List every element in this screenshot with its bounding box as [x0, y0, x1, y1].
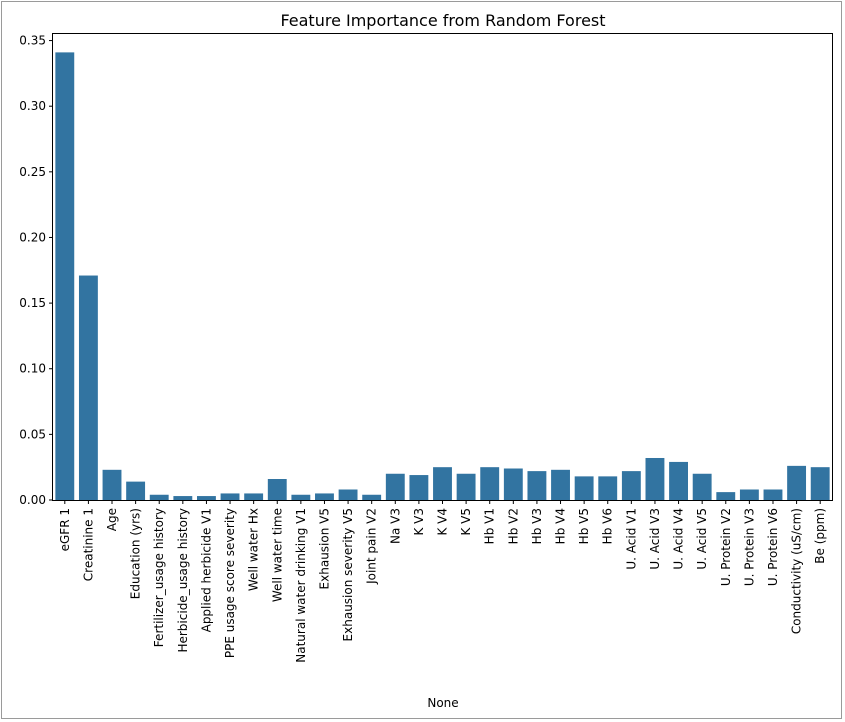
- x-tick-label: K V5: [459, 508, 473, 536]
- y-tick-label: 0.20: [19, 230, 46, 244]
- bar: [456, 473, 476, 500]
- bar: [338, 489, 358, 500]
- x-tick-label: Hb V4: [554, 508, 568, 544]
- x-tick-label: Exhausion V5: [317, 508, 331, 589]
- bar: [220, 493, 240, 500]
- x-tick-label: Hb V6: [601, 508, 615, 544]
- y-tick-label: 0.00: [19, 493, 46, 507]
- bar: [173, 496, 193, 500]
- x-tick-label: U. Protein V2: [719, 508, 733, 586]
- bar: [197, 496, 216, 500]
- x-tick-label: K V3: [412, 508, 426, 536]
- bar: [787, 465, 807, 500]
- y-axis: 0.00 0.05 0.10 0.15 0.20 0.25 0.30 0.35: [19, 34, 53, 507]
- bar: [385, 473, 405, 500]
- x-tick-label: Conductivity (uS/cm): [790, 508, 804, 634]
- y-tick-label: 0.25: [19, 165, 46, 179]
- bar: [692, 473, 712, 500]
- x-tick-label: Natural water drinking V1: [294, 508, 308, 663]
- bar: [574, 476, 594, 500]
- bar: [126, 481, 146, 500]
- bar: [716, 492, 736, 500]
- x-tick-label: Fertilizer_usage history: [152, 508, 166, 647]
- bar: [78, 275, 98, 500]
- bar: [669, 461, 688, 500]
- chart-title: Feature Importance from Random Forest: [280, 11, 605, 30]
- bar: [315, 493, 334, 500]
- x-tick-label: Education (yrs): [129, 508, 143, 599]
- x-tick-label: U. Acid V5: [695, 508, 709, 570]
- bar: [55, 52, 75, 500]
- x-axis: eGFR 1 Creatinine 1 Age Education (yrs) Fert…: [58, 500, 827, 663]
- bar: [739, 489, 759, 500]
- x-tick-label: Hb V2: [506, 508, 520, 544]
- x-tick-label: Joint pain V2: [365, 508, 379, 585]
- x-tick-label: Hb V5: [577, 508, 591, 544]
- x-tick-label: Hb V1: [483, 508, 497, 544]
- x-tick-label: PPE usage score severity: [223, 508, 237, 658]
- bar: [102, 469, 122, 500]
- x-tick-label: Applied herbicide V1: [199, 508, 213, 632]
- bar: [244, 493, 264, 500]
- x-tick-label: K V4: [436, 508, 450, 536]
- bars-group: [55, 52, 830, 500]
- x-tick-label: Well water Hx: [247, 508, 261, 591]
- x-tick-label: Well water time: [270, 508, 284, 602]
- x-tick-label: Herbicide_usage history: [176, 508, 190, 653]
- bar: [149, 494, 169, 500]
- x-tick-label: U. Acid V1: [624, 508, 638, 570]
- y-tick-label: 0.15: [19, 296, 46, 310]
- x-axis-title: None: [427, 696, 458, 710]
- x-tick-label: Be (ppm): [813, 508, 827, 564]
- y-tick-label: 0.30: [19, 99, 46, 113]
- bar: [433, 467, 452, 500]
- x-tick-label: eGFR 1: [58, 508, 72, 551]
- x-tick-label: Age: [105, 508, 119, 531]
- y-tick-label: 0.05: [19, 427, 46, 441]
- x-tick-label: Na V3: [388, 508, 402, 544]
- bar: [551, 469, 570, 500]
- bar: [645, 457, 665, 500]
- bar: [480, 467, 500, 500]
- bar: [621, 471, 641, 500]
- x-tick-label: Creatinine 1: [81, 508, 95, 581]
- y-tick-label: 0.35: [19, 34, 46, 48]
- bar: [810, 467, 830, 500]
- x-tick-label: U. Protein V6: [766, 508, 780, 586]
- bar: [763, 489, 783, 500]
- x-tick-label: Exhausion severity V5: [341, 508, 355, 641]
- bar: [409, 475, 429, 500]
- x-tick-label: U. Acid V4: [672, 508, 686, 570]
- bar: [503, 468, 523, 500]
- x-tick-label: Hb V3: [530, 508, 544, 544]
- x-tick-label: U. Protein V3: [742, 508, 756, 586]
- bar: [291, 494, 311, 500]
- bar: [527, 471, 547, 500]
- bar: [362, 494, 382, 500]
- x-tick-label: U. Acid V3: [648, 508, 662, 570]
- plot-area-border: [52, 33, 833, 501]
- y-tick-label: 0.10: [19, 362, 46, 376]
- bar: [598, 476, 618, 500]
- bar: [267, 479, 287, 500]
